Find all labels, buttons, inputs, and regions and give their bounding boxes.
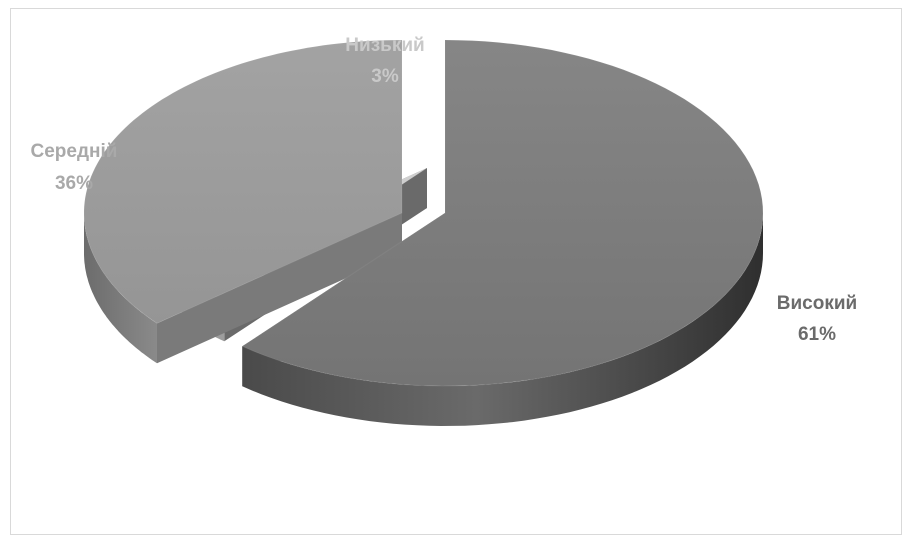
slice-serednii-wall-start: [157, 213, 402, 364]
label-serednii-percent: 36%: [55, 173, 93, 194]
label-nyzkyi-name: Низький: [345, 35, 424, 56]
slice-serednii-side: [84, 213, 157, 364]
label-nyzkyi-percent: 3%: [371, 66, 399, 87]
label-vysokyi-percent: 61%: [798, 324, 836, 345]
slice-vysokyi-side: [242, 213, 764, 426]
label-vysokyi-name: Високий: [777, 293, 857, 314]
slice-vysokyi: [241, 39, 764, 387]
slice-serednii: [83, 39, 403, 324]
label-serednii-name: Середній: [31, 141, 118, 162]
